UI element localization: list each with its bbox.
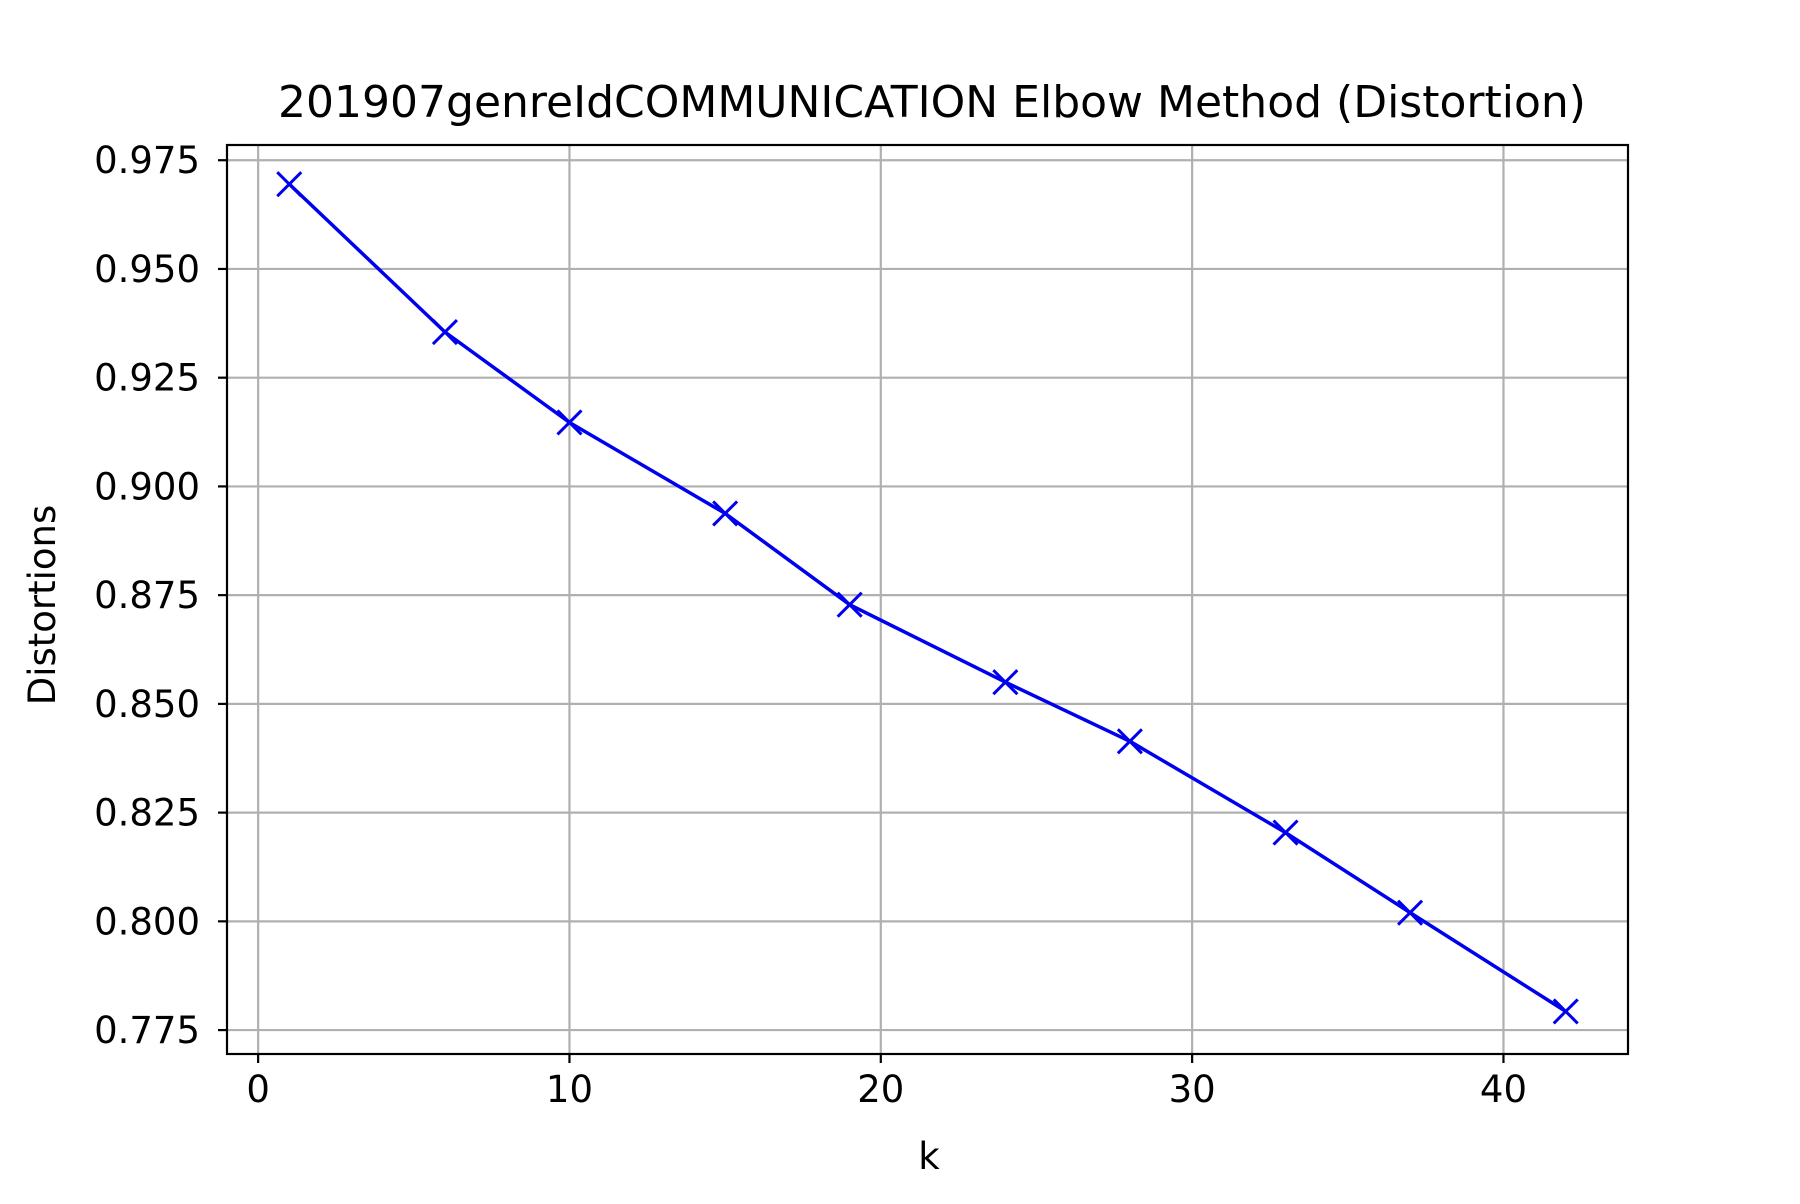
y-axis-label: Distortions [21,505,64,706]
x-tick-label: 10 [546,1068,593,1111]
data-point-marker [992,669,1019,696]
data-point-marker [1272,819,1299,846]
series-line [288,182,1567,1013]
y-tick-label: 0.850 [94,683,200,726]
marker-stroke [712,500,739,527]
marker-stroke [276,171,303,198]
y-tick-label: 0.950 [94,248,200,291]
y-tick-label: 0.900 [94,465,200,508]
plot-frame [225,143,1630,1056]
axis-ticks: 0 10 20 30 40 0.775 0.800 0.825 0.850 0.875 0.900 0… [94,139,1527,1111]
marker-stroke [556,409,583,436]
x-tick-label: 40 [1480,1068,1527,1111]
y-tick-label: 0.825 [94,792,200,835]
data-point-marker [1116,728,1143,755]
marker-stroke [431,318,458,346]
marker-stroke [836,591,863,618]
chart-title: 201907genreIdCOMMUNICATION Elbow Method … [278,77,1586,128]
data-point-marker [712,500,739,527]
data-point-marker [556,409,583,436]
series-layer [276,171,1579,1025]
y-tick-label: 0.800 [94,900,200,943]
marker-stroke [992,669,1019,696]
data-point-marker [836,591,863,618]
data-point-marker [1397,899,1424,926]
marker-stroke [1397,899,1424,926]
data-point-marker [1552,998,1579,1025]
marker-stroke [1116,728,1143,755]
y-tick-label: 0.975 [94,139,200,182]
marker-stroke [1272,819,1299,846]
y-tick-label: 0.875 [94,574,200,617]
grid-lines [227,145,1628,1054]
x-tick-label: 30 [1169,1068,1216,1111]
data-point-marker [276,171,303,198]
y-tick-label: 0.775 [94,1009,200,1052]
x-tick-label: 20 [857,1068,904,1111]
marker-stroke [1552,998,1579,1025]
x-tick-label: 0 [246,1068,270,1111]
x-axis-label: k [918,1135,940,1178]
y-tick-label: 0.925 [94,357,200,400]
data-point-marker [431,318,458,346]
